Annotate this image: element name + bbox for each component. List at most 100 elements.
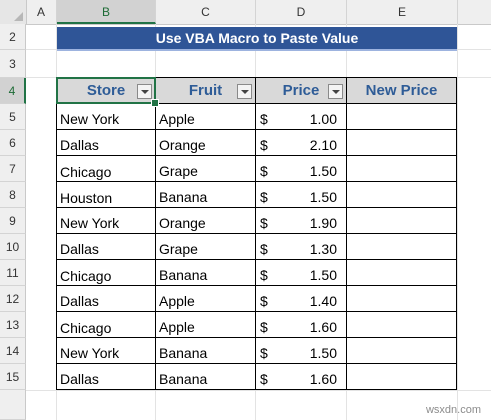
header-price[interactable]: Price — [256, 77, 347, 104]
currency-symbol: $ — [260, 137, 268, 153]
table-cell-price[interactable]: $1.90 — [256, 208, 347, 234]
currency-symbol: $ — [260, 371, 268, 387]
table-cell-price[interactable]: $1.50 — [256, 156, 347, 182]
table-cell-store[interactable]: Dallas — [56, 286, 156, 312]
fill-handle[interactable] — [151, 99, 159, 107]
currency-symbol: $ — [260, 215, 268, 231]
price-value: 1.60 — [309, 371, 337, 387]
table-cell-new-price[interactable] — [347, 260, 457, 286]
currency-symbol: $ — [260, 345, 268, 361]
sheet-title[interactable]: Use VBA Macro to Paste Value — [57, 27, 457, 51]
filter-dropdown-price[interactable] — [328, 84, 343, 99]
row-header-16[interactable] — [0, 390, 26, 420]
fruit-name: Banana — [159, 189, 208, 205]
table-cell-fruit[interactable]: Banana — [156, 338, 256, 364]
table-cell-new-price[interactable] — [347, 234, 457, 260]
column-header-e[interactable]: E — [347, 0, 458, 24]
table-cell-store[interactable]: Houston — [56, 182, 156, 208]
price-value: 1.90 — [309, 215, 337, 231]
table-cell-store[interactable]: Chicago — [56, 312, 156, 338]
select-all-triangle-icon — [14, 12, 23, 21]
header-store[interactable]: Store — [56, 77, 156, 104]
row-header-6[interactable]: 6 — [0, 130, 26, 156]
table-cell-price[interactable]: $1.50 — [256, 338, 347, 364]
currency-symbol: $ — [260, 293, 268, 309]
table-cell-fruit[interactable]: Banana — [156, 182, 256, 208]
row-header-4[interactable]: 4 — [0, 78, 26, 104]
header-fruit[interactable]: Fruit — [156, 77, 256, 104]
table-cell-fruit[interactable]: Orange — [156, 130, 256, 156]
filter-dropdown-fruit[interactable] — [237, 84, 252, 99]
price-value: 1.40 — [309, 293, 337, 309]
row-header-13[interactable]: 13 — [0, 312, 26, 338]
row-header-15[interactable]: 15 — [0, 364, 26, 390]
column-header-c[interactable]: C — [156, 0, 256, 24]
column-header-b[interactable]: B — [57, 0, 156, 24]
chevron-down-icon — [141, 90, 149, 94]
price-value: 1.00 — [309, 111, 337, 127]
table-cell-price[interactable]: $1.00 — [256, 104, 347, 130]
table-cell-fruit[interactable]: Banana — [156, 260, 256, 286]
row-header-3[interactable]: 3 — [0, 50, 26, 78]
table-cell-new-price[interactable] — [347, 208, 457, 234]
column-header-d[interactable]: D — [256, 0, 347, 24]
table-cell-store[interactable]: Dallas — [56, 130, 156, 156]
table-cell-new-price[interactable] — [347, 286, 457, 312]
price-value: 1.50 — [309, 189, 337, 205]
table-cell-price[interactable]: $1.60 — [256, 364, 347, 390]
price-value: 2.10 — [309, 137, 337, 153]
table-cell-new-price[interactable] — [347, 156, 457, 182]
table-cell-store[interactable]: New York — [56, 104, 156, 130]
table-cell-new-price[interactable] — [347, 104, 457, 130]
header-new-price[interactable]: New Price — [347, 77, 457, 104]
filter-dropdown-store[interactable] — [137, 84, 152, 99]
row-header-10[interactable]: 10 — [0, 234, 26, 260]
store-name: Chicago — [60, 164, 112, 180]
currency-symbol: $ — [260, 319, 268, 335]
table-cell-new-price[interactable] — [347, 338, 457, 364]
row-header-7[interactable]: 7 — [0, 156, 26, 182]
table-cell-price[interactable]: $1.40 — [256, 286, 347, 312]
table-cell-store[interactable]: Chicago — [56, 156, 156, 182]
table-cell-fruit[interactable]: Grape — [156, 234, 256, 260]
watermark: wsxdn.com — [425, 404, 481, 416]
fruit-name: Grape — [159, 241, 198, 257]
row-header-2[interactable]: 2 — [0, 24, 26, 50]
table-cell-price[interactable]: $1.60 — [256, 312, 347, 338]
row-header-11[interactable]: 11 — [0, 260, 26, 286]
table-cell-fruit[interactable]: Orange — [156, 208, 256, 234]
table-cell-store[interactable]: New York — [56, 208, 156, 234]
table-cell-price[interactable]: $1.50 — [256, 182, 347, 208]
select-all-button[interactable] — [0, 0, 27, 24]
table-cell-new-price[interactable] — [347, 312, 457, 338]
row-header-12[interactable]: 12 — [0, 286, 26, 312]
table-cell-store[interactable]: Dallas — [56, 364, 156, 390]
table-cell-new-price[interactable] — [347, 182, 457, 208]
column-header-bar: A B C D E — [0, 0, 491, 25]
column-header-a[interactable]: A — [26, 0, 57, 24]
table-cell-store[interactable]: Dallas — [56, 234, 156, 260]
gridline — [457, 24, 458, 420]
table-cell-new-price[interactable] — [347, 364, 457, 390]
table-cell-fruit[interactable]: Grape — [156, 156, 256, 182]
table-cell-new-price[interactable] — [347, 130, 457, 156]
fruit-name: Apple — [159, 319, 195, 335]
store-name: New York — [60, 215, 120, 231]
table-cell-price[interactable]: $1.50 — [256, 260, 347, 286]
table-cell-store[interactable]: Chicago — [56, 260, 156, 286]
table-cell-fruit[interactable]: Apple — [156, 286, 256, 312]
row-header-8[interactable]: 8 — [0, 182, 26, 208]
table-cell-price[interactable]: $1.30 — [256, 234, 347, 260]
table-cell-fruit[interactable]: Apple — [156, 104, 256, 130]
store-name: Chicago — [60, 268, 112, 284]
fruit-name: Apple — [159, 111, 195, 127]
row-header-14[interactable]: 14 — [0, 338, 26, 364]
table-cell-fruit[interactable]: Banana — [156, 364, 256, 390]
row-header-9[interactable]: 9 — [0, 208, 26, 234]
table-cell-price[interactable]: $2.10 — [256, 130, 347, 156]
row-header-5[interactable]: 5 — [0, 104, 26, 130]
table-cell-store[interactable]: New York — [56, 338, 156, 364]
store-name: Houston — [60, 190, 113, 206]
table-cell-fruit[interactable]: Apple — [156, 312, 256, 338]
